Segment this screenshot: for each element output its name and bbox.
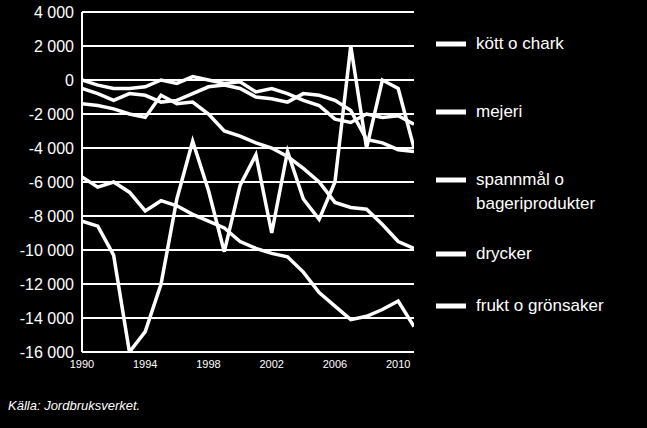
svg-text:-6 000: -6 000 <box>29 174 74 191</box>
svg-text:-12 000: -12 000 <box>20 276 74 293</box>
svg-text:0: 0 <box>65 72 74 89</box>
svg-text:2002: 2002 <box>259 358 283 370</box>
svg-text:-10 000: -10 000 <box>20 242 74 259</box>
html-text:Källa: Jordbruksverket.: Källa: Jordbruksverket. <box>8 398 141 413</box>
svg-text:1994: 1994 <box>133 358 157 370</box>
svg-text:2010: 2010 <box>386 358 410 370</box>
html-text:spannmål o bageriprodukter: spannmål o bageriprodukter <box>476 170 596 213</box>
html-text:mejeri: mejeri <box>476 102 523 121</box>
svg-text:-2 000: -2 000 <box>29 106 74 123</box>
svg-text:-14 000: -14 000 <box>20 310 74 327</box>
svg-text:4 000: 4 000 <box>34 4 74 21</box>
html-text:drycker: drycker <box>476 244 532 263</box>
svg-text:-4 000: -4 000 <box>29 140 74 157</box>
svg-text:-8 000: -8 000 <box>29 208 74 225</box>
html-text:frukt o grönsaker: frukt o grönsaker <box>476 296 604 315</box>
svg-text:-16 000: -16 000 <box>20 344 74 361</box>
svg-text:2 000: 2 000 <box>34 38 74 55</box>
svg-text:2006: 2006 <box>323 358 347 370</box>
svg-text:1990: 1990 <box>69 357 95 370</box>
html-text:kött o chark: kött o chark <box>476 34 564 53</box>
svg-text:1998: 1998 <box>196 358 220 370</box>
